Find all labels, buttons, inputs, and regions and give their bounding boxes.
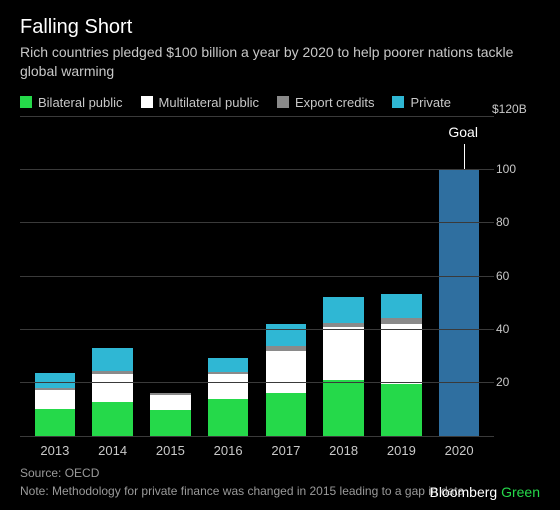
legend-swatch bbox=[141, 96, 153, 108]
x-axis-label: 2015 bbox=[142, 443, 200, 458]
bar-stack bbox=[208, 278, 248, 435]
bar-segment-private bbox=[381, 294, 421, 319]
bar-stack bbox=[150, 318, 190, 435]
x-axis-label: 2020 bbox=[430, 443, 488, 458]
chart-title: Falling Short bbox=[20, 16, 540, 39]
bar-segment-private bbox=[92, 348, 132, 372]
brand-word-b: Green bbox=[501, 484, 540, 500]
gridline bbox=[20, 329, 494, 330]
chart-container: Falling Short Rich countries pledged $10… bbox=[0, 0, 560, 510]
brand-word-a: Bloomberg bbox=[429, 484, 501, 500]
bar-segment-bilateral bbox=[323, 380, 363, 436]
bar-segment-private bbox=[266, 324, 306, 346]
brand: Bloomberg Green bbox=[429, 484, 540, 500]
x-axis-label: 2016 bbox=[199, 443, 257, 458]
x-axis-label: 2014 bbox=[84, 443, 142, 458]
chart-subtitle: Rich countries pledged $100 billion a ye… bbox=[20, 43, 540, 81]
bar-segment-bilateral bbox=[381, 384, 421, 436]
bar-segment-private bbox=[208, 358, 248, 371]
bar-segment-multilateral bbox=[266, 351, 306, 394]
legend-item: Multilateral public bbox=[141, 95, 259, 110]
chart-footer: Source: OECD Note: Methodology for priva… bbox=[20, 464, 464, 500]
legend-swatch bbox=[392, 96, 404, 108]
bar-segment-multilateral bbox=[208, 374, 248, 399]
bar-segment-multilateral bbox=[323, 327, 363, 380]
legend: Bilateral public Multilateral public Exp… bbox=[20, 95, 540, 110]
bar-segment-private bbox=[323, 297, 363, 323]
gridline bbox=[20, 382, 494, 383]
legend-swatch bbox=[20, 96, 32, 108]
bar-segment-multilateral bbox=[381, 324, 421, 384]
goal-label: Goal bbox=[448, 124, 478, 140]
note-text: Note: Methodology for private finance wa… bbox=[20, 482, 464, 500]
x-axis-label: 2018 bbox=[315, 443, 373, 458]
legend-label: Export credits bbox=[295, 95, 374, 110]
x-axis-label: 2017 bbox=[257, 443, 315, 458]
bar-segment-multilateral bbox=[92, 374, 132, 402]
bar-stack bbox=[35, 294, 75, 435]
bar-stack bbox=[92, 268, 132, 436]
bar-segment-bilateral bbox=[150, 410, 190, 435]
bar-segment-bilateral bbox=[35, 409, 75, 436]
legend-label: Private bbox=[410, 95, 450, 110]
legend-swatch bbox=[277, 96, 289, 108]
source-text: Source: OECD bbox=[20, 464, 464, 482]
plot-area: $120B 20132014201520162017201820192020 2… bbox=[20, 116, 494, 436]
legend-item: Private bbox=[392, 95, 450, 110]
x-axis-label: 2013 bbox=[26, 443, 84, 458]
y-axis-unit-label: $120B bbox=[492, 102, 538, 116]
bar-segment-multilateral bbox=[150, 395, 190, 411]
x-axis-label: 2019 bbox=[373, 443, 431, 458]
bar-segment-multilateral bbox=[35, 390, 75, 409]
bar-segment-bilateral bbox=[208, 399, 248, 436]
y-axis-label: 100 bbox=[496, 162, 538, 176]
legend-item: Bilateral public bbox=[20, 95, 123, 110]
bar-stack bbox=[323, 225, 363, 436]
gridline bbox=[20, 222, 494, 223]
bar-segment-bilateral bbox=[92, 402, 132, 436]
goal-connector bbox=[464, 144, 465, 170]
goal-bar bbox=[439, 169, 479, 436]
legend-label: Bilateral public bbox=[38, 95, 123, 110]
gridline bbox=[20, 436, 494, 437]
gridline bbox=[20, 169, 494, 170]
y-axis-label: 60 bbox=[496, 269, 538, 283]
gridline bbox=[20, 116, 494, 117]
bar-segment-private bbox=[35, 373, 75, 387]
legend-label: Multilateral public bbox=[159, 95, 259, 110]
bar-segment-bilateral bbox=[266, 393, 306, 436]
y-axis-label: 20 bbox=[496, 375, 538, 389]
gridline bbox=[20, 276, 494, 277]
y-axis-label: 40 bbox=[496, 322, 538, 336]
y-axis-label: 80 bbox=[496, 215, 538, 229]
legend-item: Export credits bbox=[277, 95, 374, 110]
